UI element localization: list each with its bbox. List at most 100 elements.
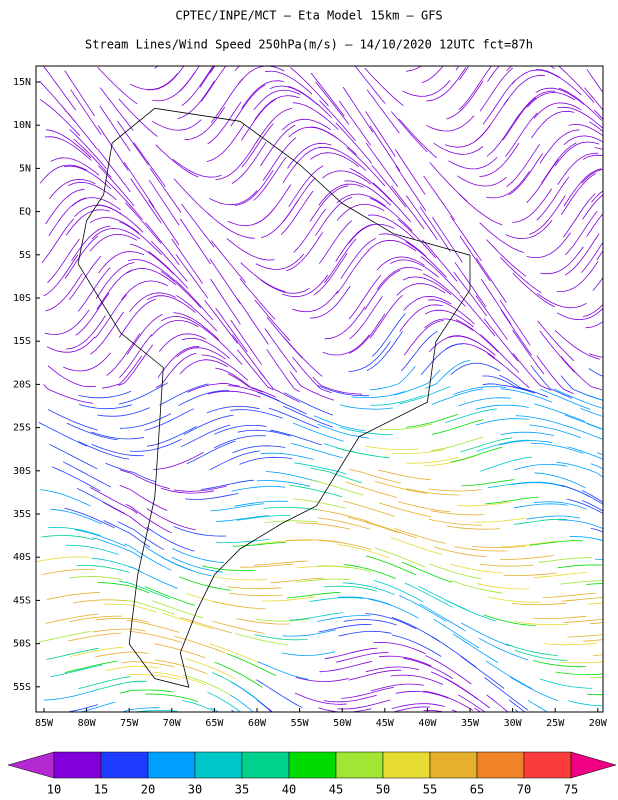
streamline bbox=[126, 620, 180, 633]
streamline bbox=[318, 623, 372, 633]
streamline bbox=[49, 443, 98, 470]
streamline bbox=[500, 257, 542, 294]
streamline bbox=[229, 592, 283, 597]
streamline bbox=[65, 209, 110, 236]
axes: 15N 10N 5N EQ 5S 10S 15S 20S 25S 30S 35S 40S 45S 50S 5… bbox=[13, 77, 608, 729]
streamline bbox=[557, 106, 603, 129]
streamline bbox=[121, 661, 175, 668]
streamline bbox=[152, 600, 204, 619]
streamline bbox=[129, 292, 176, 312]
streamline bbox=[370, 683, 424, 692]
streamline bbox=[315, 81, 350, 125]
streamline bbox=[479, 222, 525, 253]
streamline bbox=[69, 576, 123, 581]
streamline bbox=[394, 528, 446, 544]
streamline bbox=[201, 479, 254, 490]
streamline bbox=[323, 443, 376, 457]
streamline bbox=[372, 313, 406, 357]
streamline bbox=[369, 197, 413, 232]
streamline bbox=[131, 709, 178, 712]
streamline bbox=[423, 175, 456, 221]
streamline bbox=[76, 564, 130, 573]
streamline bbox=[508, 153, 544, 196]
streamline bbox=[476, 583, 530, 590]
streamline bbox=[567, 700, 603, 707]
streamline bbox=[341, 686, 394, 699]
streamline bbox=[390, 259, 439, 278]
streamline bbox=[161, 316, 210, 334]
colorbar-label: 70 bbox=[517, 783, 531, 797]
streamline bbox=[588, 121, 603, 133]
streamline bbox=[461, 622, 510, 647]
streamline bbox=[487, 481, 542, 489]
coastline bbox=[77, 107, 471, 688]
streamline bbox=[97, 407, 150, 417]
streamline bbox=[43, 254, 79, 297]
streamline bbox=[43, 66, 77, 111]
streamline bbox=[347, 516, 400, 534]
streamline bbox=[506, 66, 555, 71]
streamline bbox=[542, 592, 597, 598]
streamline bbox=[78, 404, 133, 410]
streamline bbox=[527, 92, 575, 108]
streamline bbox=[505, 219, 553, 240]
streamline bbox=[257, 661, 309, 680]
streamline bbox=[392, 634, 442, 657]
lat-label: 20S bbox=[13, 379, 31, 390]
streamline bbox=[292, 290, 339, 313]
streamline bbox=[343, 500, 395, 517]
streamline bbox=[514, 464, 568, 471]
streamline bbox=[254, 634, 308, 641]
streamline bbox=[97, 125, 129, 171]
streamline bbox=[446, 525, 500, 530]
streamline bbox=[62, 461, 111, 488]
streamline bbox=[365, 445, 419, 450]
lat-label: EQ bbox=[19, 207, 31, 218]
streamline bbox=[43, 383, 93, 404]
streamline bbox=[117, 521, 164, 551]
streamline bbox=[479, 142, 520, 177]
streamline bbox=[404, 582, 454, 608]
streamline bbox=[343, 619, 397, 626]
streamline bbox=[509, 676, 559, 702]
streamline bbox=[155, 352, 197, 388]
streamline bbox=[426, 115, 475, 132]
streamline bbox=[206, 406, 260, 414]
streamline bbox=[532, 660, 587, 668]
streamline bbox=[592, 277, 603, 291]
streamline bbox=[591, 190, 603, 203]
streamline bbox=[145, 222, 180, 265]
streamline bbox=[99, 105, 131, 152]
streamline bbox=[374, 547, 426, 568]
streamline bbox=[403, 295, 452, 311]
streamline bbox=[128, 566, 178, 589]
streamline bbox=[253, 89, 301, 111]
streamline bbox=[348, 341, 391, 372]
streamline bbox=[241, 98, 276, 141]
streamline bbox=[405, 195, 438, 241]
streamline bbox=[374, 480, 427, 494]
streamline bbox=[446, 600, 497, 622]
streamline bbox=[425, 309, 474, 328]
streamline bbox=[505, 643, 558, 656]
streamline bbox=[78, 390, 132, 399]
streamline bbox=[535, 87, 585, 105]
streamline bbox=[515, 415, 569, 428]
lat-label: 10S bbox=[13, 293, 31, 304]
streamline bbox=[270, 429, 323, 446]
streamline bbox=[97, 66, 138, 105]
streamline bbox=[613, 192, 618, 212]
streamline bbox=[512, 188, 553, 223]
streamline bbox=[582, 303, 603, 318]
streamline bbox=[391, 703, 445, 709]
streamline bbox=[540, 388, 591, 410]
streamline bbox=[351, 391, 406, 398]
streamline bbox=[45, 188, 85, 225]
streamline bbox=[292, 422, 344, 442]
streamline bbox=[313, 415, 366, 432]
streamline bbox=[556, 461, 603, 478]
streamline bbox=[336, 250, 369, 295]
streamline bbox=[318, 707, 372, 712]
streamline bbox=[446, 80, 484, 120]
streamline bbox=[317, 517, 371, 530]
